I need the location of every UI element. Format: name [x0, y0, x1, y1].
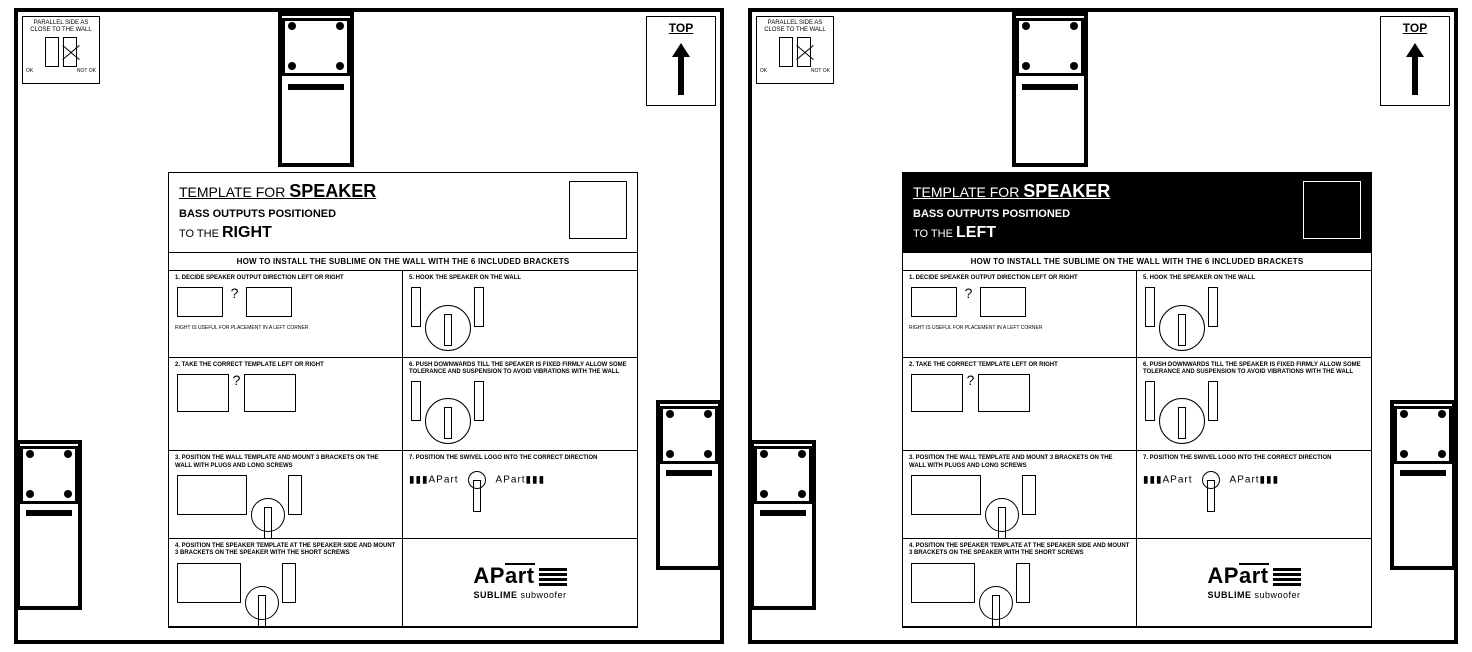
panel-header: TEMPLATE FOR SPEAKER BASS OUTPUTS POSITI…: [169, 173, 637, 253]
corner-ok-notok-label: NOT OK: [77, 69, 96, 75]
header-thumb-icon: [569, 181, 627, 239]
header-side: LEFT: [956, 224, 996, 241]
step-5: 5. HOOK THE SPEAKER ON THE WALL: [1137, 271, 1371, 358]
step-3-caption: 3. POSITION THE WALL TEMPLATE AND MOUNT …: [909, 455, 1130, 469]
corner-ok-ok-label: OK: [26, 69, 33, 75]
header-line1-strong: SPEAKER: [289, 181, 376, 201]
steps-grid: 1. DECIDE SPEAKER OUTPUT DIRECTION LEFT …: [903, 271, 1371, 627]
step-4: 4. POSITION THE SPEAKER TEMPLATE AT THE …: [169, 539, 403, 627]
instruction-panel: TEMPLATE FOR SPEAKER BASS OUTPUTS POSITI…: [168, 172, 638, 628]
bracket-left: [750, 440, 816, 610]
step-2-caption: 2. TAKE THE CORRECT TEMPLATE LEFT OR RIG…: [909, 362, 1130, 369]
bracket-left: [16, 440, 82, 610]
step-1: 1. DECIDE SPEAKER OUTPUT DIRECTION LEFT …: [903, 271, 1137, 358]
swivel-logo-left-icon: ▮▮▮APart: [409, 474, 459, 485]
top-label: TOP: [1381, 21, 1449, 35]
step-7: 7. POSITION THE SWIVEL LOGO INTO THE COR…: [1137, 451, 1371, 539]
header-line1-prefix: TEMPLATE FOR: [913, 184, 1019, 200]
template-sheet-right: PARALLEL SIDE AS CLOSE TO THE WALL OK NO…: [14, 8, 724, 644]
step-3: 3. POSITION THE WALL TEMPLATE AND MOUNT …: [903, 451, 1137, 539]
corner-ok-ok-icon: [779, 37, 793, 67]
top-label: TOP: [647, 21, 715, 35]
step-2: 2. TAKE THE CORRECT TEMPLATE LEFT OR RIG…: [903, 358, 1137, 452]
step-1: 1. DECIDE SPEAKER OUTPUT DIRECTION LEFT …: [169, 271, 403, 358]
header-thumb-icon: [1303, 181, 1361, 239]
step-5-caption: 5. HOOK THE SPEAKER ON THE WALL: [409, 275, 631, 282]
step-5-caption: 5. HOOK THE SPEAKER ON THE WALL: [1143, 275, 1365, 282]
howto-bar: HOW TO INSTALL THE SUBLIME ON THE WALL W…: [903, 253, 1371, 271]
logo-sub-strong: SUBLIME: [473, 590, 517, 600]
header-side: RIGHT: [222, 224, 272, 241]
top-arrow-box: TOP: [1380, 16, 1450, 106]
bracket-right: [1390, 400, 1456, 570]
panel-header: TEMPLATE FOR SPEAKER BASS OUTPUTS POSITI…: [903, 173, 1371, 253]
corner-ok-heading: PARALLEL SIDE AS CLOSE TO THE WALL: [760, 20, 830, 33]
top-arrow-box: TOP: [646, 16, 716, 106]
arrow-up-icon: [1404, 41, 1426, 97]
step-2-caption: 2. TAKE THE CORRECT TEMPLATE LEFT OR RIG…: [175, 362, 396, 369]
brand-logo: APart: [1207, 563, 1300, 588]
corner-ok-ok-icon: [45, 37, 59, 67]
arrow-up-icon: [670, 41, 692, 97]
swivel-logo-right-icon: APart▮▮▮: [1230, 474, 1280, 485]
header-line2: BASS OUTPUTS POSITIONED: [179, 208, 627, 220]
swivel-logo-left-icon: ▮▮▮APart: [1143, 474, 1193, 485]
step-4-caption: 4. POSITION THE SPEAKER TEMPLATE AT THE …: [909, 543, 1130, 557]
step-4: 4. POSITION THE SPEAKER TEMPLATE AT THE …: [903, 539, 1137, 627]
step-2: 2. TAKE THE CORRECT TEMPLATE LEFT OR RIG…: [169, 358, 403, 452]
step-6-caption: 6. PUSH DOWNWARDS TILL THE SPEAKER IS FI…: [409, 362, 631, 376]
step-6: 6. PUSH DOWNWARDS TILL THE SPEAKER IS FI…: [403, 358, 637, 452]
bracket-top: [1012, 12, 1088, 167]
step-1-caption: 1. DECIDE SPEAKER OUTPUT DIRECTION LEFT …: [175, 275, 396, 282]
template-sheet-left: PARALLEL SIDE AS CLOSE TO THE WALL OK NO…: [748, 8, 1458, 644]
corner-ok-notok-icon: [797, 37, 811, 67]
step-6-caption: 6. PUSH DOWNWARDS TILL THE SPEAKER IS FI…: [1143, 362, 1365, 376]
logo-sub-rest: subwoofer: [520, 590, 566, 600]
step-6: 6. PUSH DOWNWARDS TILL THE SPEAKER IS FI…: [1137, 358, 1371, 452]
step-1-note: RIGHT IS USEFUL FOR PLACEMENT IN A LEFT …: [909, 325, 1130, 331]
corner-ok-notok-icon: [63, 37, 77, 67]
step-1-caption: 1. DECIDE SPEAKER OUTPUT DIRECTION LEFT …: [909, 275, 1130, 282]
instruction-panel: TEMPLATE FOR SPEAKER BASS OUTPUTS POSITI…: [902, 172, 1372, 628]
logo-cell: APart SUBLIME subwoofer: [1137, 539, 1371, 627]
header-line1-strong: SPEAKER: [1023, 181, 1110, 201]
corner-ok-box: PARALLEL SIDE AS CLOSE TO THE WALL OK NO…: [22, 16, 100, 84]
bracket-right: [656, 400, 722, 570]
step-7-caption: 7. POSITION THE SWIVEL LOGO INTO THE COR…: [1143, 455, 1365, 462]
step-5: 5. HOOK THE SPEAKER ON THE WALL: [403, 271, 637, 358]
swivel-arrow-icon: [1202, 471, 1220, 489]
corner-ok-ok-label: OK: [760, 69, 767, 75]
howto-bar: HOW TO INSTALL THE SUBLIME ON THE WALL W…: [169, 253, 637, 271]
header-line3-prefix: TO THE: [913, 228, 953, 240]
logo-sub-rest: subwoofer: [1254, 590, 1300, 600]
header-line2: BASS OUTPUTS POSITIONED: [913, 208, 1361, 220]
logo-cell: APart SUBLIME subwoofer: [403, 539, 637, 627]
bracket-top: [278, 12, 354, 167]
header-line3-prefix: TO THE: [179, 228, 219, 240]
header-line1-prefix: TEMPLATE FOR: [179, 184, 285, 200]
logo-sub-strong: SUBLIME: [1207, 590, 1251, 600]
step-1-note: RIGHT IS USEFUL FOR PLACEMENT IN A LEFT …: [175, 325, 396, 331]
step-7: 7. POSITION THE SWIVEL LOGO INTO THE COR…: [403, 451, 637, 539]
step-4-caption: 4. POSITION THE SPEAKER TEMPLATE AT THE …: [175, 543, 396, 557]
steps-grid: 1. DECIDE SPEAKER OUTPUT DIRECTION LEFT …: [169, 271, 637, 627]
corner-ok-notok-label: NOT OK: [811, 69, 830, 75]
step-3-caption: 3. POSITION THE WALL TEMPLATE AND MOUNT …: [175, 455, 396, 469]
corner-ok-heading: PARALLEL SIDE AS CLOSE TO THE WALL: [26, 20, 96, 33]
swivel-logo-right-icon: APart▮▮▮: [496, 474, 546, 485]
step-3: 3. POSITION THE WALL TEMPLATE AND MOUNT …: [169, 451, 403, 539]
corner-ok-box: PARALLEL SIDE AS CLOSE TO THE WALL OK NO…: [756, 16, 834, 84]
brand-logo: APart: [473, 563, 566, 588]
swivel-arrow-icon: [468, 471, 486, 489]
step-7-caption: 7. POSITION THE SWIVEL LOGO INTO THE COR…: [409, 455, 631, 462]
